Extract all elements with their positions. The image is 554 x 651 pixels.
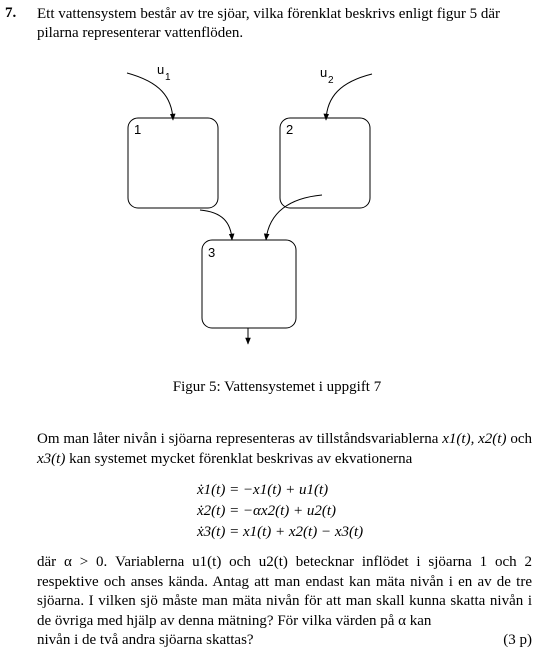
lake-3-label: 3 — [208, 245, 215, 260]
input-u2-label: u — [320, 65, 327, 80]
state-variables-paragraph: Om man låter nivån i sjöarna representer… — [37, 430, 532, 469]
lake-2-label: 2 — [286, 122, 293, 137]
var-x1: x — [442, 431, 449, 447]
lake-system-diagram: u 1 u 2 1 2 3 — [126, 62, 373, 345]
input-u1-arrow — [126, 72, 176, 121]
equation-1: ẋ1(t) = −x1(t) + u1(t) — [197, 482, 329, 498]
para1-text-a: Om man låter nivån i sjöarna representer… — [37, 431, 443, 447]
figure-caption: Figur 5: Vattensystemet i uppgift 7 — [172, 379, 382, 395]
input-u1-sub: 1 — [165, 72, 171, 83]
equation-block: ẋ1(t) = −x1(t) + u1(t) ẋ2(t) = −αx2(t) +… — [197, 480, 363, 543]
equation-3: ẋ3(t) = x1(t) + x2(t) − x3(t) — [197, 524, 364, 540]
para1-text-c: kan systemet mycket förenklat beskrivas … — [65, 450, 413, 467]
lake-1-label: 1 — [134, 122, 141, 137]
lake-2-box — [279, 117, 371, 209]
problem-number: 7. — [5, 5, 17, 21]
problem-intro: Ett vattensystem består av tre sjöar, vi… — [37, 6, 501, 41]
input-u1-label: u — [157, 62, 164, 77]
input-u2-sub: 2 — [328, 75, 334, 86]
flow-2-to-3-arrow — [263, 194, 323, 241]
points-label: (3 p) — [503, 632, 532, 648]
equation-2: ẋ2(t) = −αx2(t) + u2(t) — [197, 503, 337, 519]
para1-text-b: och — [506, 431, 532, 447]
flow-1-to-3-arrow — [199, 209, 235, 241]
lake-1-box — [127, 117, 219, 209]
var-x1-x2-args: 1(t), x2(t) — [448, 431, 507, 447]
input-u2-arrow — [323, 73, 373, 121]
question-last-line: nivån i de två andra sjöarna skattas? — [37, 632, 254, 648]
lake-3-box — [201, 239, 297, 329]
var-x3: x3(t) — [37, 450, 66, 467]
question-paragraph: där α > 0. Variablerna u1(t) och u2(t) b… — [37, 553, 532, 651]
question-text: där α > 0. Variablerna u1(t) och u2(t) b… — [37, 554, 532, 629]
